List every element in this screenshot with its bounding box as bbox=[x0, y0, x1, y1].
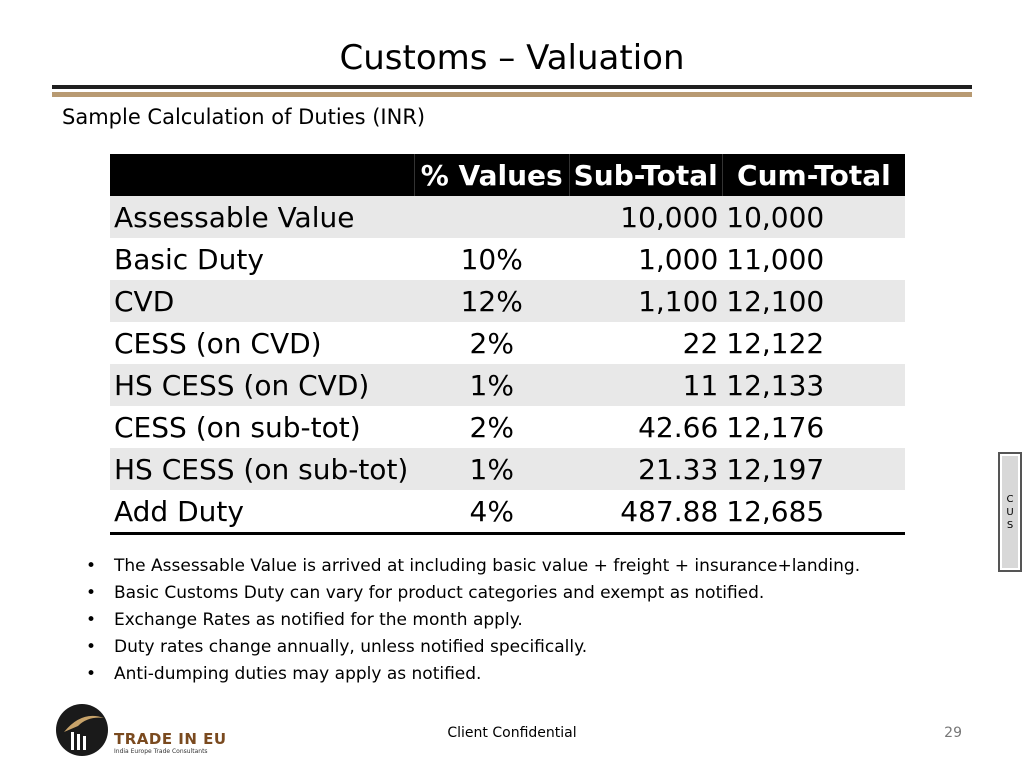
row-label: Add Duty bbox=[110, 490, 415, 535]
row-subtotal: 1,000 bbox=[569, 238, 723, 280]
row-subtotal: 42.66 bbox=[569, 406, 723, 448]
row-percent: 1% bbox=[414, 364, 570, 406]
list-item: The Assessable Value is arrived at inclu… bbox=[86, 553, 860, 580]
logo-tagline: India Europe Trade Consultants bbox=[114, 748, 208, 755]
row-subtotal: 1,100 bbox=[569, 280, 723, 322]
list-item: Duty rates change annually, unless notif… bbox=[86, 634, 860, 661]
table-header-row: % Values Sub-Total Cum-Total bbox=[110, 154, 905, 196]
row-label: CVD bbox=[110, 280, 415, 322]
row-cumtotal: 12,685 bbox=[722, 490, 905, 535]
header-cell-percent: % Values bbox=[414, 154, 570, 196]
slide-title: Customs – Valuation bbox=[339, 38, 685, 78]
row-cumtotal: 12,176 bbox=[722, 406, 905, 448]
side-tab-letter: S bbox=[1006, 519, 1014, 531]
row-subtotal: 11 bbox=[569, 364, 723, 406]
row-label: Basic Duty bbox=[110, 238, 415, 280]
title-rule-tan bbox=[52, 92, 972, 97]
logo-mark-icon bbox=[56, 704, 108, 756]
row-percent: 10% bbox=[414, 238, 570, 280]
row-cumtotal: 12,122 bbox=[722, 322, 905, 364]
table-row: HS CESS (on sub-tot) 1% 21.33 12,197 bbox=[110, 448, 905, 490]
list-item: Anti-dumping duties may apply as notifie… bbox=[86, 661, 860, 688]
row-percent: 12% bbox=[414, 280, 570, 322]
row-cumtotal: 12,133 bbox=[722, 364, 905, 406]
row-percent: 2% bbox=[414, 406, 570, 448]
table-row: CVD 12% 1,100 12,100 bbox=[110, 280, 905, 322]
page-number: 29 bbox=[944, 725, 962, 741]
row-cumtotal: 12,100 bbox=[722, 280, 905, 322]
table-row: Basic Duty 10% 1,000 11,000 bbox=[110, 238, 905, 280]
row-subtotal: 21.33 bbox=[569, 448, 723, 490]
row-subtotal: 10,000 bbox=[569, 196, 723, 238]
row-subtotal: 487.88 bbox=[569, 490, 723, 535]
row-percent: 4% bbox=[414, 490, 570, 535]
title-rule-dark bbox=[52, 85, 972, 89]
row-percent: 2% bbox=[414, 322, 570, 364]
side-tab-letter: U bbox=[1006, 506, 1014, 518]
slide-subtitle: Sample Calculation of Duties (INR) bbox=[62, 105, 426, 129]
table-row: Add Duty 4% 487.88 12,685 bbox=[110, 490, 905, 535]
list-item: Basic Customs Duty can vary for product … bbox=[86, 580, 860, 607]
company-logo: TRADE IN EU India Europe Trade Consultan… bbox=[54, 702, 226, 758]
header-cell-subtotal: Sub-Total bbox=[569, 154, 723, 196]
row-subtotal: 22 bbox=[569, 322, 723, 364]
row-percent: 1% bbox=[414, 448, 570, 490]
duties-table: % Values Sub-Total Cum-Total Assessable … bbox=[110, 154, 905, 535]
table-row: CESS (on sub-tot) 2% 42.66 12,176 bbox=[110, 406, 905, 448]
row-label: CESS (on sub-tot) bbox=[110, 406, 415, 448]
table-row: CESS (on CVD) 2% 22 12,122 bbox=[110, 322, 905, 364]
logo-text: TRADE IN EU bbox=[114, 730, 227, 748]
row-percent bbox=[414, 196, 570, 238]
list-item: Exchange Rates as notified for the month… bbox=[86, 607, 860, 634]
row-cumtotal: 10,000 bbox=[722, 196, 905, 238]
row-cumtotal: 11,000 bbox=[722, 238, 905, 280]
header-cell-label bbox=[110, 154, 415, 196]
header-cell-cumtotal: Cum-Total bbox=[722, 154, 905, 196]
side-nav-tab[interactable]: C U S bbox=[998, 452, 1022, 572]
notes-list: The Assessable Value is arrived at inclu… bbox=[86, 553, 860, 688]
side-tab-letter: C bbox=[1006, 493, 1014, 505]
footer-confidential: Client Confidential bbox=[447, 725, 577, 741]
row-label: HS CESS (on sub-tot) bbox=[110, 448, 415, 490]
row-cumtotal: 12,197 bbox=[722, 448, 905, 490]
row-label: CESS (on CVD) bbox=[110, 322, 415, 364]
row-label: HS CESS (on CVD) bbox=[110, 364, 415, 406]
row-label: Assessable Value bbox=[110, 196, 415, 238]
table-row: HS CESS (on CVD) 1% 11 12,133 bbox=[110, 364, 905, 406]
table-row: Assessable Value 10,000 10,000 bbox=[110, 196, 905, 238]
